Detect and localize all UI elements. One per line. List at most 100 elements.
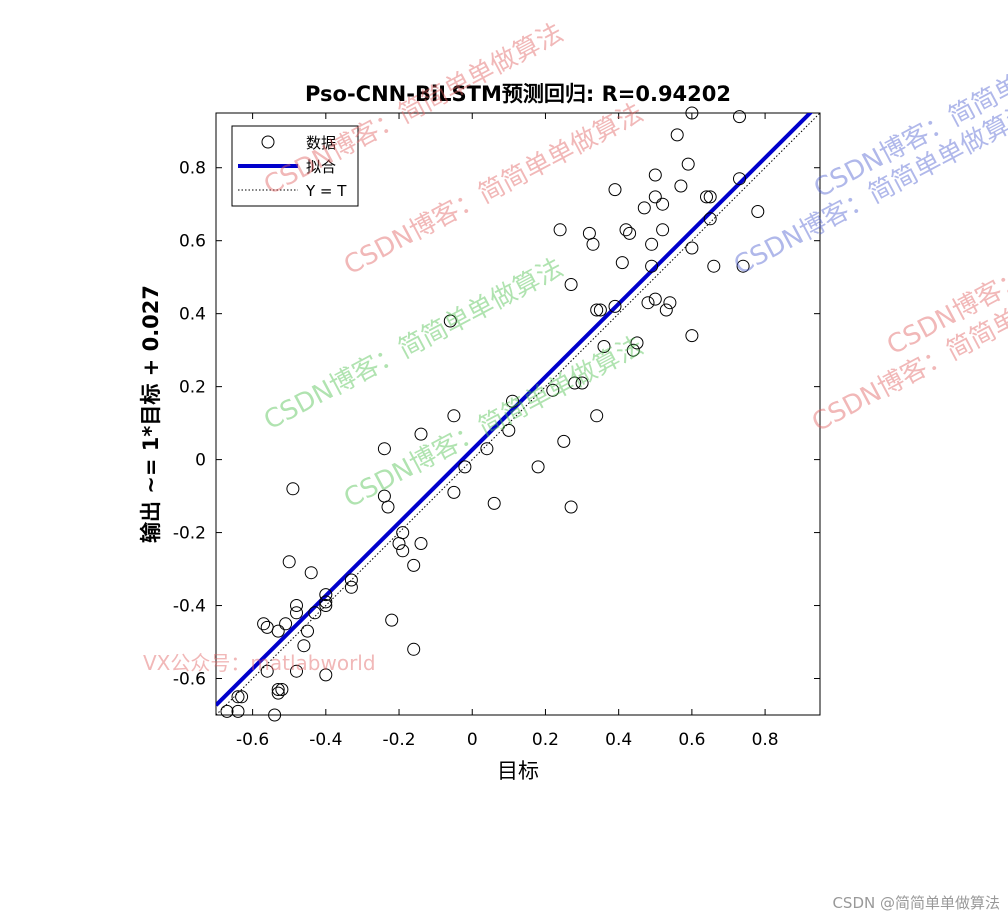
- x-tick-label: 0: [467, 730, 478, 750]
- data-point: [670, 128, 684, 142]
- data-point: [385, 613, 399, 627]
- data-point: [645, 259, 659, 273]
- data-point: [231, 704, 245, 718]
- data-point: [290, 664, 303, 678]
- data-point: [271, 683, 285, 696]
- data-point: [290, 606, 303, 620]
- data-point: [590, 303, 604, 317]
- data-point: [626, 343, 640, 357]
- data-point: [297, 639, 311, 653]
- data-point: [220, 704, 234, 718]
- data-point: [656, 197, 670, 211]
- data-point: [568, 376, 582, 390]
- data-point: [458, 460, 472, 474]
- x-tick-label: -0.6: [236, 730, 269, 750]
- data-point: [733, 110, 746, 124]
- data-point: [257, 617, 271, 631]
- data-point: [344, 580, 358, 594]
- data-point: [608, 299, 622, 313]
- footer-watermark: CSDN @简简单单做算法: [832, 894, 1000, 912]
- data-point: [597, 340, 611, 353]
- data-point: [377, 442, 391, 456]
- legend-label-data: 数据: [306, 134, 336, 152]
- data-point: [656, 223, 670, 237]
- data-point: [615, 256, 629, 270]
- data-point: [487, 496, 501, 510]
- data-point: [407, 642, 421, 656]
- data-point: [586, 237, 600, 251]
- data-point: [619, 223, 633, 237]
- data-point: [648, 292, 662, 306]
- data-point: [564, 500, 578, 514]
- data-point: [659, 303, 673, 317]
- x-tick-label: 0.2: [532, 730, 559, 750]
- data-point: [564, 278, 578, 291]
- y-tick-label: -0.6: [173, 670, 206, 690]
- data-point: [648, 168, 662, 182]
- data-point: [392, 537, 406, 550]
- data-point: [608, 183, 622, 197]
- data-point: [557, 434, 571, 448]
- legend-label-identity: Y = T: [305, 182, 347, 200]
- legend-label-fit: 拟合: [306, 158, 336, 176]
- data-point: [344, 573, 358, 587]
- data-point: [575, 376, 589, 390]
- y-tick-label: 0.6: [179, 232, 206, 252]
- points-layer: [220, 106, 765, 722]
- x-tick-label: 0.6: [678, 730, 705, 750]
- data-point: [531, 460, 545, 474]
- data-point: [648, 190, 662, 204]
- data-point: [703, 212, 717, 226]
- data-point: [553, 223, 567, 237]
- y-tick-label: -0.2: [173, 524, 206, 544]
- y-tick-label: 0.8: [179, 159, 206, 179]
- data-point: [319, 588, 333, 602]
- data-point: [396, 544, 410, 558]
- data-point: [707, 259, 721, 273]
- data-point: [480, 442, 494, 456]
- chart-title: Pso-CNN-BiLSTM预测回归: R=0.94202: [305, 82, 731, 106]
- data-point: [275, 683, 289, 696]
- data-point: [685, 329, 699, 343]
- data-point: [260, 664, 274, 678]
- watermark-text: VX公众号：matlabworld: [143, 651, 376, 675]
- data-point: [736, 259, 750, 273]
- data-point: [271, 624, 285, 638]
- x-tick-label: -0.2: [382, 730, 415, 750]
- y-tick-label: 0.4: [179, 305, 206, 325]
- data-point: [700, 190, 713, 204]
- data-point: [235, 690, 249, 704]
- data-point: [751, 205, 765, 218]
- data-point: [319, 599, 333, 612]
- data-point: [308, 606, 322, 620]
- data-point: [674, 179, 688, 193]
- data-point: [502, 423, 516, 437]
- data-point: [443, 314, 457, 328]
- data-point: [268, 708, 282, 722]
- x-tick-label: -0.4: [309, 730, 342, 750]
- data-point: [685, 241, 699, 255]
- data-point: [279, 617, 293, 631]
- data-point: [414, 537, 428, 550]
- data-point: [703, 190, 717, 204]
- legend-marker-data: [261, 135, 275, 149]
- data-point: [663, 296, 677, 310]
- data-point: [630, 336, 644, 350]
- data-point: [623, 226, 637, 240]
- data-point: [447, 485, 461, 499]
- x-tick-label: 0.4: [605, 730, 632, 750]
- data-point: [414, 427, 428, 441]
- data-point: [319, 668, 333, 682]
- data-point: [590, 409, 604, 423]
- data-point: [231, 690, 245, 704]
- data-point: [733, 172, 746, 186]
- data-point: [271, 686, 285, 700]
- data-point: [506, 394, 519, 408]
- data-point: [301, 624, 314, 638]
- x-tick-label: 0.8: [752, 730, 779, 750]
- data-point: [546, 383, 560, 397]
- data-point: [304, 566, 318, 580]
- y-tick-label: -0.4: [173, 597, 206, 617]
